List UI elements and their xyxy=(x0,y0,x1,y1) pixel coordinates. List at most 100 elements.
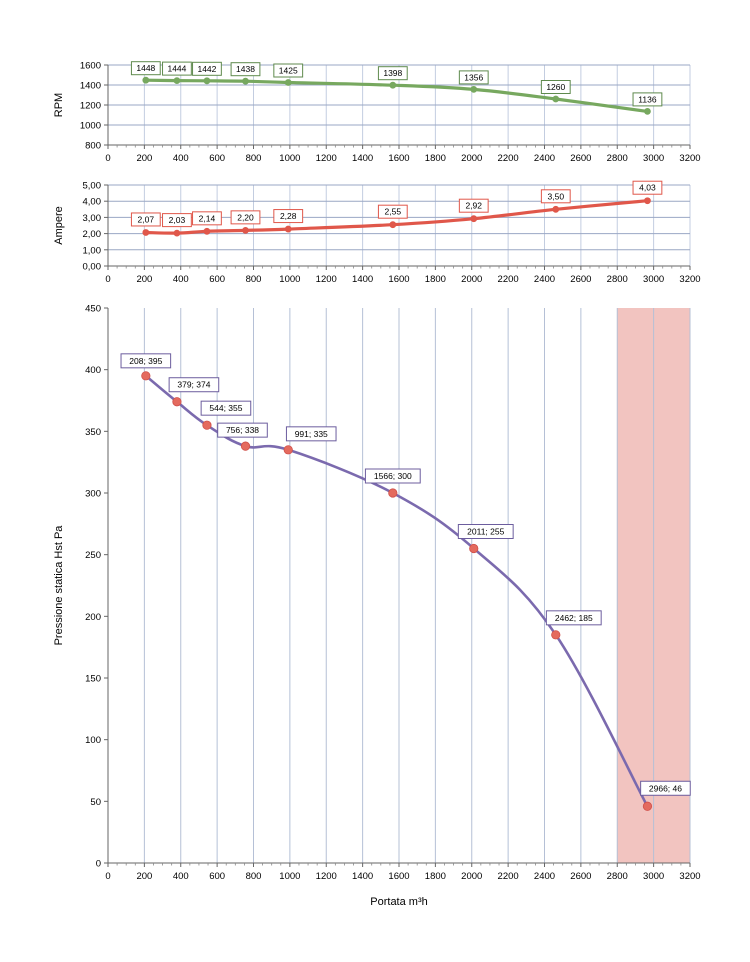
x-tick-label: 2200 xyxy=(498,871,519,882)
data-point xyxy=(284,225,292,233)
x-tick-label: 2200 xyxy=(498,153,519,164)
x-tick-label: 1000 xyxy=(279,871,300,882)
x-tick-label: 600 xyxy=(209,274,225,285)
data-label-box xyxy=(230,210,261,225)
x-tick-label: 2000 xyxy=(461,153,482,164)
data-label: 2,55 xyxy=(385,207,402,217)
x-tick-label: 0 xyxy=(105,871,110,882)
data-point xyxy=(551,630,561,640)
ampere-chart: 0,00 1,00 2,00 3,00 4,00 5,00 0 200 400 600 800 100… xyxy=(53,181,701,286)
data-point xyxy=(642,801,653,811)
data-label: 1444 xyxy=(167,64,186,74)
x-tick-label: 200 xyxy=(136,871,152,882)
data-point xyxy=(242,77,249,85)
y-tick-label: 800 xyxy=(85,141,101,152)
data-label: 1448 xyxy=(136,63,155,73)
x-tick-label: 2600 xyxy=(570,153,591,164)
data-label-box xyxy=(377,204,408,219)
x-tick-label: 200 xyxy=(136,153,152,164)
data-label: 1136 xyxy=(638,94,657,104)
data-point xyxy=(141,371,151,381)
data-label: 4,03 xyxy=(639,183,656,193)
data-point xyxy=(142,76,150,84)
data-label: 544; 355 xyxy=(209,403,242,413)
x-tick-label: 1600 xyxy=(388,274,409,285)
x-tick-label: 1200 xyxy=(316,871,337,882)
x-tick-label: 1800 xyxy=(425,871,446,882)
y-tick-label: 200 xyxy=(85,612,101,623)
data-label-box xyxy=(640,780,691,796)
data-point xyxy=(173,229,181,237)
x-tick-label: 2600 xyxy=(570,871,591,882)
x-tick-label: 200 xyxy=(136,274,152,285)
data-point xyxy=(470,86,478,93)
data-label: 1425 xyxy=(279,66,298,76)
data-label: 2,92 xyxy=(465,201,482,211)
y-tick-label: 350 xyxy=(85,427,101,438)
data-label-box xyxy=(377,66,408,81)
x-tick-label: 2000 xyxy=(461,274,482,285)
x-tick-label: 0 xyxy=(105,153,110,164)
y-axis-title: Pressione statica Hst Pa xyxy=(53,525,65,646)
data-label-box xyxy=(162,213,192,228)
x-tick-label: 1000 xyxy=(279,274,300,285)
data-point xyxy=(644,108,651,115)
x-tick-label: 1600 xyxy=(388,871,409,882)
data-label-box xyxy=(130,212,161,227)
x-tick-label: 600 xyxy=(209,153,225,164)
data-label: 2,03 xyxy=(169,215,186,225)
x-axis-title: Portata m³h xyxy=(370,896,427,908)
data-point xyxy=(203,227,211,235)
x-tick-label: 400 xyxy=(173,871,189,882)
data-label-box xyxy=(192,211,222,226)
series-line xyxy=(144,199,649,235)
data-point xyxy=(470,215,478,223)
data-point xyxy=(388,488,398,498)
x-tick-label: 2600 xyxy=(570,274,591,285)
y-tick-label: 1000 xyxy=(80,121,101,132)
data-label-box xyxy=(273,209,304,224)
series-line xyxy=(144,78,649,113)
data-label-box xyxy=(540,80,571,94)
data-point xyxy=(172,397,182,407)
x-tick-label: 3200 xyxy=(679,274,700,285)
data-label-box xyxy=(540,189,571,204)
data-point xyxy=(469,543,479,554)
data-point xyxy=(284,79,292,86)
x-tick-label: 800 xyxy=(246,153,262,164)
y-tick-label: 450 xyxy=(85,304,101,315)
data-label: 379; 374 xyxy=(177,380,210,390)
data-point xyxy=(552,95,560,103)
y-tick-label: 2,00 xyxy=(83,229,102,240)
data-point xyxy=(389,81,397,89)
data-label-box xyxy=(458,70,489,85)
data-label: 1442 xyxy=(197,64,216,74)
data-label: 991; 335 xyxy=(295,429,328,439)
x-tick-label: 3000 xyxy=(643,871,664,882)
x-tick-label: 1800 xyxy=(425,153,446,164)
data-label-box xyxy=(545,610,602,626)
x-tick-label: 1200 xyxy=(316,153,337,164)
series-line xyxy=(144,374,649,808)
data-label: 1566; 300 xyxy=(374,471,412,481)
data-label-box xyxy=(273,63,304,78)
x-tick-label: 1400 xyxy=(352,153,373,164)
data-label: 2,20 xyxy=(237,212,254,222)
data-label-box xyxy=(364,468,421,484)
y-tick-label: 1,00 xyxy=(83,245,102,256)
data-label-box xyxy=(120,353,172,369)
x-tick-label: 3200 xyxy=(679,153,700,164)
y-tick-label: 1400 xyxy=(80,81,101,92)
y-axis-title: RPM xyxy=(53,93,65,117)
data-label-box xyxy=(217,422,268,438)
data-label: 1398 xyxy=(383,68,402,78)
data-label-box xyxy=(285,426,337,442)
x-tick-label: 600 xyxy=(209,871,225,882)
data-label-box xyxy=(632,92,663,107)
data-label: 2966; 46 xyxy=(649,783,682,793)
y-tick-label: 3,00 xyxy=(83,213,102,224)
y-tick-label: 1200 xyxy=(80,101,101,112)
data-label: 1356 xyxy=(464,72,483,82)
x-tick-label: 2400 xyxy=(534,274,555,285)
x-tick-label: 2800 xyxy=(607,153,628,164)
